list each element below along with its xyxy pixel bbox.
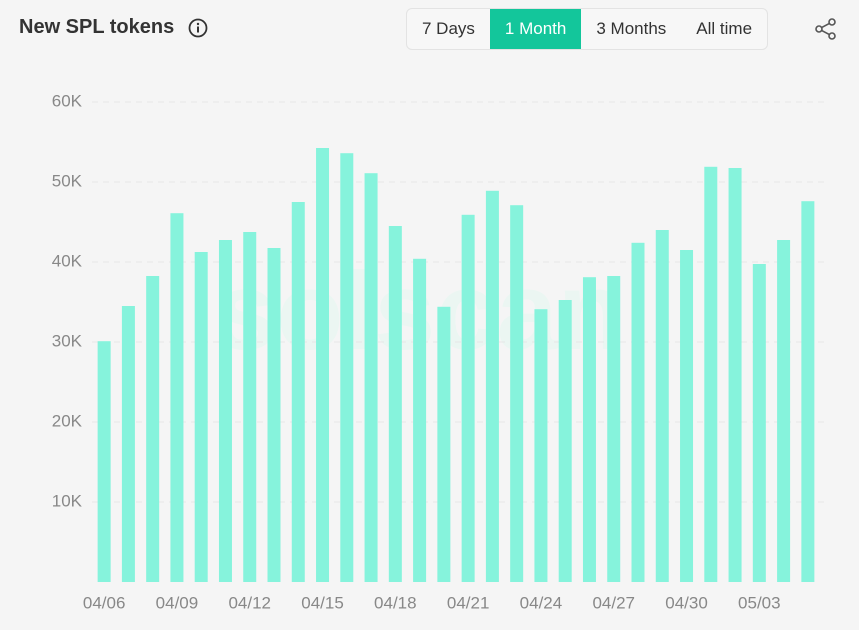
range-button[interactable]: 1 Month xyxy=(489,9,582,49)
bar xyxy=(97,341,111,582)
x-tick-label: 04/06 xyxy=(83,593,126,612)
x-tick-label: 04/18 xyxy=(374,593,417,612)
share-icon[interactable] xyxy=(814,17,838,41)
bar xyxy=(340,153,354,582)
bar xyxy=(704,166,718,583)
y-tick-label: 60K xyxy=(52,91,83,110)
x-tick-label: 04/15 xyxy=(301,593,344,612)
bar xyxy=(218,240,232,582)
bar xyxy=(728,168,742,582)
info-icon[interactable] xyxy=(188,18,208,38)
bar xyxy=(170,213,184,582)
x-tick-label: 04/27 xyxy=(592,593,635,612)
bar xyxy=(558,300,572,582)
bar xyxy=(267,248,281,582)
range-buttons: 7 Days 1 Month 3 Months All time xyxy=(406,8,769,50)
bar xyxy=(364,173,378,582)
y-tick-label: 50K xyxy=(52,171,83,190)
bar xyxy=(461,214,475,583)
bar xyxy=(752,264,766,582)
bar xyxy=(146,276,160,582)
x-tick-label: 04/30 xyxy=(665,593,708,612)
y-tick-label: 30K xyxy=(52,331,83,350)
bar xyxy=(607,276,621,582)
range-button[interactable]: 3 Months xyxy=(596,19,667,38)
x-tick-label: 04/21 xyxy=(447,593,490,612)
bar xyxy=(316,148,330,582)
bar xyxy=(121,306,135,582)
x-tick-label: 04/09 xyxy=(156,593,199,612)
bar xyxy=(510,205,524,582)
x-tick-label: 04/24 xyxy=(520,593,563,612)
bar xyxy=(777,240,791,582)
bar xyxy=(291,202,305,582)
bar xyxy=(534,309,548,582)
bar xyxy=(631,242,645,583)
y-tick-label: 40K xyxy=(52,251,83,270)
bar xyxy=(680,250,694,582)
bar xyxy=(655,230,669,582)
bar xyxy=(194,252,208,582)
bar xyxy=(243,232,257,582)
title: New SPL tokens xyxy=(19,16,175,38)
bar xyxy=(801,201,815,582)
range-button[interactable]: 7 Days xyxy=(422,19,475,38)
bar xyxy=(413,258,427,582)
bar xyxy=(437,306,451,582)
bar xyxy=(485,190,499,583)
x-tick-label: 04/12 xyxy=(228,593,271,612)
bar xyxy=(388,226,402,582)
y-tick-label: 20K xyxy=(52,411,83,430)
bar xyxy=(582,277,596,582)
y-tick-label: 10K xyxy=(52,491,83,510)
range-button[interactable]: All time xyxy=(696,19,753,38)
x-tick-label: 05/03 xyxy=(738,593,781,612)
